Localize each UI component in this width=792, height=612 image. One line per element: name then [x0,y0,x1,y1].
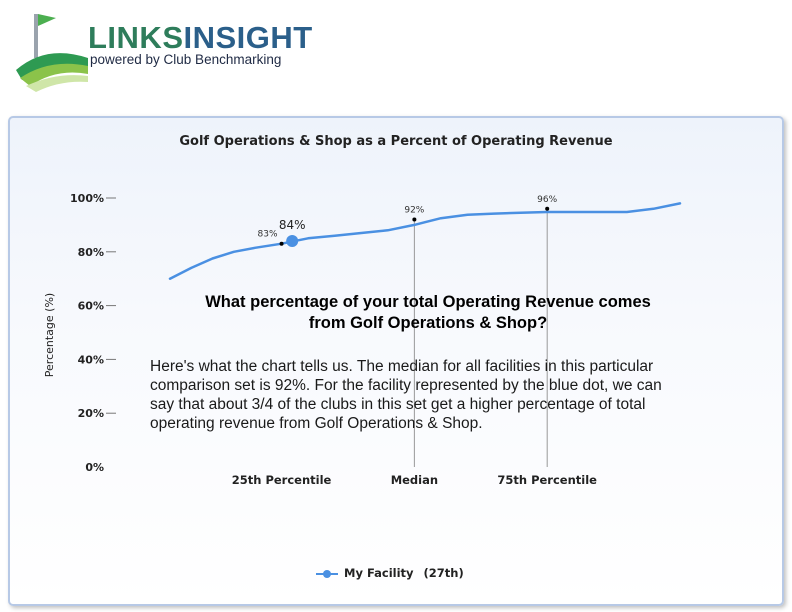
logo-tagline: powered by Club Benchmarking [90,52,282,67]
chart-panel [8,116,784,606]
y-tick-label: 0% [85,461,104,474]
x-category-label: 75th Percentile [497,473,597,487]
x-category-label: Median [391,473,438,487]
percentile-point-label: 83% [258,230,278,240]
percentile-point [545,206,550,211]
question-text: What percentage of your total Operating … [205,293,651,332]
y-tick-label: 20% [78,407,104,420]
chart-title: Golf Operations & Shop as a Percent of O… [179,134,613,149]
facility-highlight-label: 84% [279,218,306,232]
explanation-text: Here's what the chart tells us. The medi… [150,358,662,432]
percentile-point-label: 96% [537,195,557,205]
legend-rank-label: (27th) [423,566,464,580]
facility-highlight-dot [286,235,299,248]
y-tick-label: 40% [78,353,104,366]
y-tick-label: 60% [78,300,104,313]
chart-legend[interactable]: My Facility (27th) [316,566,464,580]
y-axis-label: Percentage (%) [43,293,56,377]
percentile-point-label: 92% [404,206,424,216]
links-insight-logo: LINKSINSIGHT powered by Club Benchmarkin… [16,8,312,92]
legend-swatch [316,569,338,579]
logo-word-links: LINKS [88,20,184,55]
series-line-my-facility [168,202,682,280]
y-tick-label: 100% [70,192,104,205]
x-category-label: 25th Percentile [232,473,332,487]
golf-flag-green-icon [16,14,88,92]
legend-series-label: My Facility [344,566,414,580]
logo-wordmark: LINKSINSIGHT [88,20,313,56]
percentile-point [279,241,284,246]
logo-word-insight: INSIGHT [183,20,313,55]
percentile-point [412,217,417,222]
y-tick-label: 80% [78,246,104,259]
